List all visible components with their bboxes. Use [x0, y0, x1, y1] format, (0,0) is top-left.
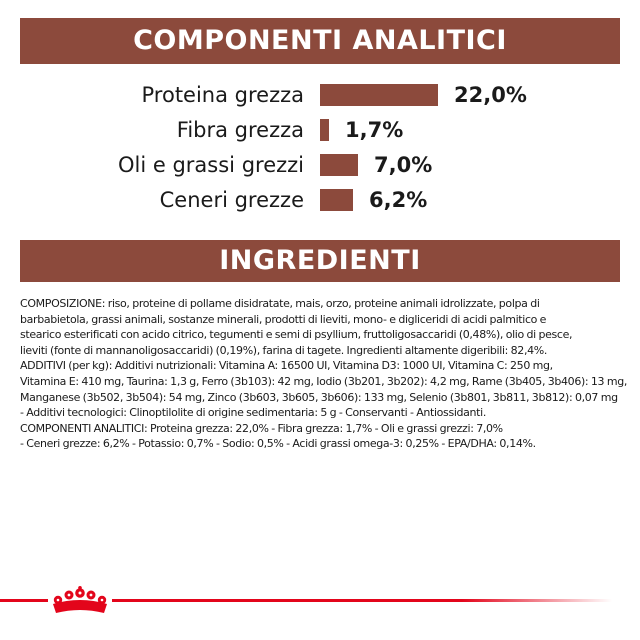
ingredients-text: COMPOSIZIONE: riso, proteine di pollame … — [20, 296, 628, 452]
footer-line-left — [0, 599, 48, 602]
analytic-row-label: Oli e grassi grezzi — [118, 153, 304, 177]
analytic-row-value: 6,2% — [369, 188, 428, 212]
footer-line-right — [112, 599, 612, 602]
ingredients-line: - Ceneri grezze: 6,2% - Potassio: 0,7% -… — [20, 437, 536, 451]
ingredients-line: lieviti (fonte di mannanoligosaccaridi) … — [20, 343, 547, 357]
analytic-row: Proteina grezza 22,0% — [0, 82, 640, 108]
ingredients-line: barbabietola, grassi animali, sostanze m… — [20, 312, 547, 326]
ingredients-line: ADDITIVI (per kg): Additivi nutrizionali… — [20, 359, 553, 373]
analytic-row: Oli e grassi grezzi 7,0% — [0, 152, 640, 178]
analytic-row-bar — [320, 84, 438, 106]
analytic-row-bar — [320, 154, 358, 176]
analytic-row-label: Ceneri grezze — [159, 188, 304, 212]
analytic-components-banner: COMPONENTI ANALITICI — [20, 18, 620, 64]
analytic-row-bar — [320, 119, 329, 141]
ingredients-banner: INGREDIENTI — [20, 240, 620, 282]
crown-icon — [53, 586, 107, 613]
ingredients-title: INGREDIENTI — [219, 245, 421, 276]
analytic-row-label: Fibra grezza — [176, 118, 304, 142]
ingredients-line: COMPONENTI ANALITICI: Proteina grezza: 2… — [20, 421, 503, 435]
ingredients-line: COMPOSIZIONE: riso, proteine di pollame … — [20, 297, 540, 310]
analytic-row-value: 1,7% — [345, 118, 404, 142]
analytic-row-value: 22,0% — [454, 83, 527, 107]
analytic-components-title: COMPONENTI ANALITICI — [133, 25, 507, 56]
analytic-row: Fibra grezza 1,7% — [0, 117, 640, 143]
analytic-row-label: Proteina grezza — [141, 83, 305, 107]
analytic-row-value: 7,0% — [374, 153, 433, 177]
ingredients-line: stearico esterificati con acido citrico,… — [20, 328, 573, 342]
analytic-row: Ceneri grezze 6,2% — [0, 187, 640, 213]
ingredients-line: - Additivi tecnologici: Clinoptilolite d… — [20, 406, 486, 420]
ingredients-line: Manganese (3b502, 3b504): 54 mg, Zinco (… — [20, 390, 618, 404]
analytic-row-bar — [320, 189, 353, 211]
ingredients-line: Vitamina E: 410 mg, Taurina: 1,3 g, Ferr… — [20, 374, 628, 388]
